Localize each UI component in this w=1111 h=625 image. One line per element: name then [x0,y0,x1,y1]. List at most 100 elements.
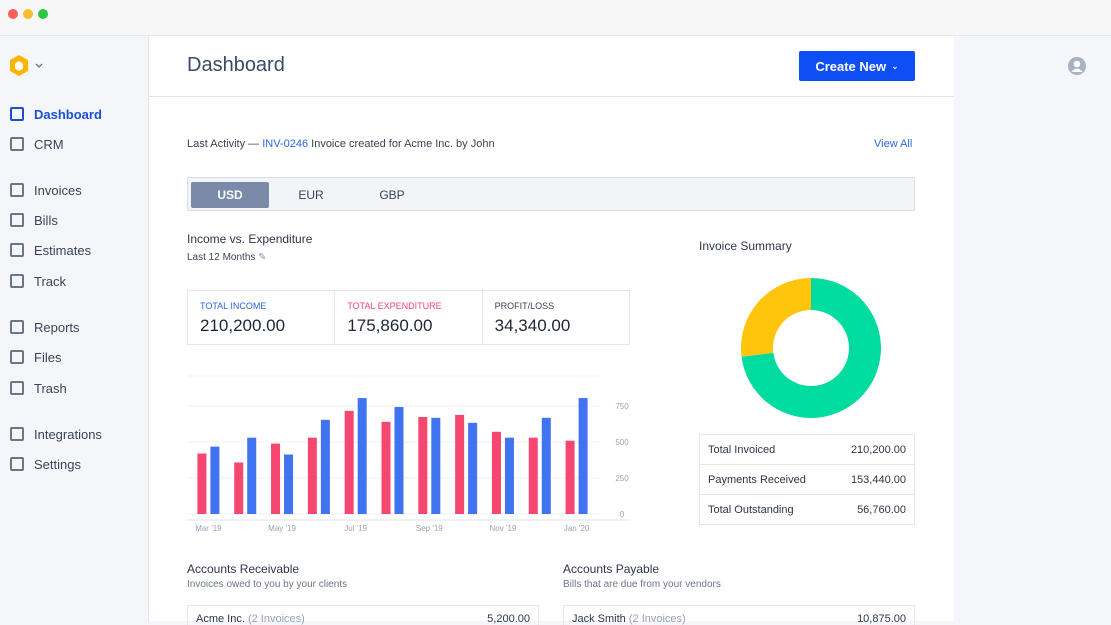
invoice-count: (2 Invoices) [628,613,686,625]
nav-icon [10,427,24,441]
nav-label: Estimates [34,242,92,258]
account-row[interactable]: Acme Inc. (2 Invoices) 5,200.00 [187,605,539,625]
bar [578,398,588,514]
button-label: Create New [815,58,887,74]
view-all-link[interactable]: View All [874,138,913,150]
bar [418,416,428,514]
nav-label: Dashboard [34,106,102,122]
nav-icon [10,381,24,395]
nav-item[interactable]: Settings [10,454,81,474]
y-tick-label: 0 [620,510,625,519]
nav-label: Integrations [34,426,102,442]
bar [210,446,220,514]
stat-value: 210,200.00 [200,316,286,335]
nav-label: Track [34,273,67,289]
nav-item[interactable]: Invoices [10,180,82,200]
activity-text: Invoice created for Acme Inc. by John [311,138,495,150]
currency-tab[interactable]: USD [191,182,269,208]
nav-icon [10,243,24,257]
period-label: Last 12 Months [187,252,256,263]
y-tick-label: 750 [615,402,629,411]
account-name-group: Jack Smith (2 Invoices) [572,613,686,625]
nav-item[interactable]: Trash [10,378,67,398]
close-dot[interactable] [8,9,18,19]
account-name-group: Acme Inc. (2 Invoices) [196,613,305,625]
window-bar [0,0,1111,36]
account-row[interactable]: Jack Smith (2 Invoices) 10,875.00 [563,605,915,625]
bar [284,454,294,514]
x-tick-label: Jul '19 [344,524,367,533]
bar [197,453,207,514]
stat-cell: TOTAL INCOME 210,200.00 [188,291,336,344]
account-amount: 5,200.00 [487,613,530,625]
caret: ⌄ [891,60,899,71]
payable-title: Accounts Payable [563,562,660,576]
summary-row: Total Outstanding 56,760.00 [700,495,914,524]
payable-subtitle: Bills that are due from your vendors [563,579,721,590]
summary-row: Payments Received 153,440.00 [700,465,914,495]
nav-icon [10,183,24,197]
bar [320,419,330,514]
user-avatar[interactable] [1067,56,1087,76]
stat-label: PROFIT/LOSS [494,301,555,311]
stat-value: 34,340.00 [494,316,571,335]
minimize-dot[interactable] [23,9,33,19]
nav-icon [10,107,24,121]
invoice-link[interactable]: INV-0246 [262,138,309,150]
invoice-count: (2 Invoices) [247,613,305,625]
right-pane [955,36,1111,621]
create-new-button[interactable]: Create New ⌄ [799,51,915,81]
y-tick-label: 500 [615,438,629,447]
bar [394,407,404,514]
summary-row: Total Invoiced 210,200.00 [700,435,914,465]
nav-item[interactable]: Dashboard [10,104,102,124]
bar [247,437,257,514]
bar [541,417,551,514]
nav-icon [10,213,24,227]
nav-item[interactable]: CRM [10,134,64,154]
nav-item[interactable]: Track [10,271,66,291]
donut-segment [741,278,811,357]
summary-value: 56,760.00 [857,503,906,516]
bar [491,431,501,514]
receivable-list: Acme Inc. (2 Invoices) 5,200.00 [187,605,539,625]
nav-item[interactable]: Bills [10,210,58,230]
stats: TOTAL INCOME 210,200.00 TOTAL EXPENDITURE 1… [187,290,630,345]
page-title: Dashboard [187,54,285,76]
bar [307,437,317,514]
bar [234,462,244,514]
nav-label: Bills [34,212,58,228]
x-tick-label: May '19 [268,524,296,533]
nav-item[interactable]: Files [10,347,61,367]
bar [381,421,391,514]
sidebar: Dashboard CRM Invoices Bills Estimates Track R… [0,36,149,621]
x-tick-label: Nov '19 [490,524,517,533]
x-tick-label: Sep '19 [416,524,443,533]
nav-item[interactable]: Integrations [10,424,102,444]
nav-icon [10,457,24,471]
period[interactable]: Last 12 Months ✎ [187,252,267,263]
nav-item[interactable]: Estimates [10,240,91,260]
account-name: Jack Smith [572,613,626,625]
bar [528,437,538,514]
maximize-dot[interactable] [38,9,48,19]
bar-chart: 0 250 500 750 Mar '19 May '19 Jul '19 Sep '19 No… [187,375,629,533]
stat-value: 175,860.00 [347,316,433,335]
summary-label: Total Outstanding [708,503,794,516]
currency-tab[interactable]: EUR [298,188,324,202]
summary-value: 153,440.00 [850,473,906,486]
main-panel: Dashboard Create New ⌄ Last Activity — IN… [149,36,954,625]
nav-label: Invoices [34,182,82,198]
bar [504,437,514,514]
bar [431,417,441,514]
stat-label: TOTAL EXPENDITURE [347,301,442,311]
x-tick-label: Jan '20 [564,524,590,533]
receivable-subtitle: Invoices owed to you by your clients [187,579,348,590]
bar [468,422,478,514]
nav-item[interactable]: Reports [10,317,80,337]
bar [344,410,354,514]
logo[interactable] [8,54,48,78]
currency-tab[interactable]: GBP [379,188,405,202]
activity-label: Last Activity — [187,138,260,150]
